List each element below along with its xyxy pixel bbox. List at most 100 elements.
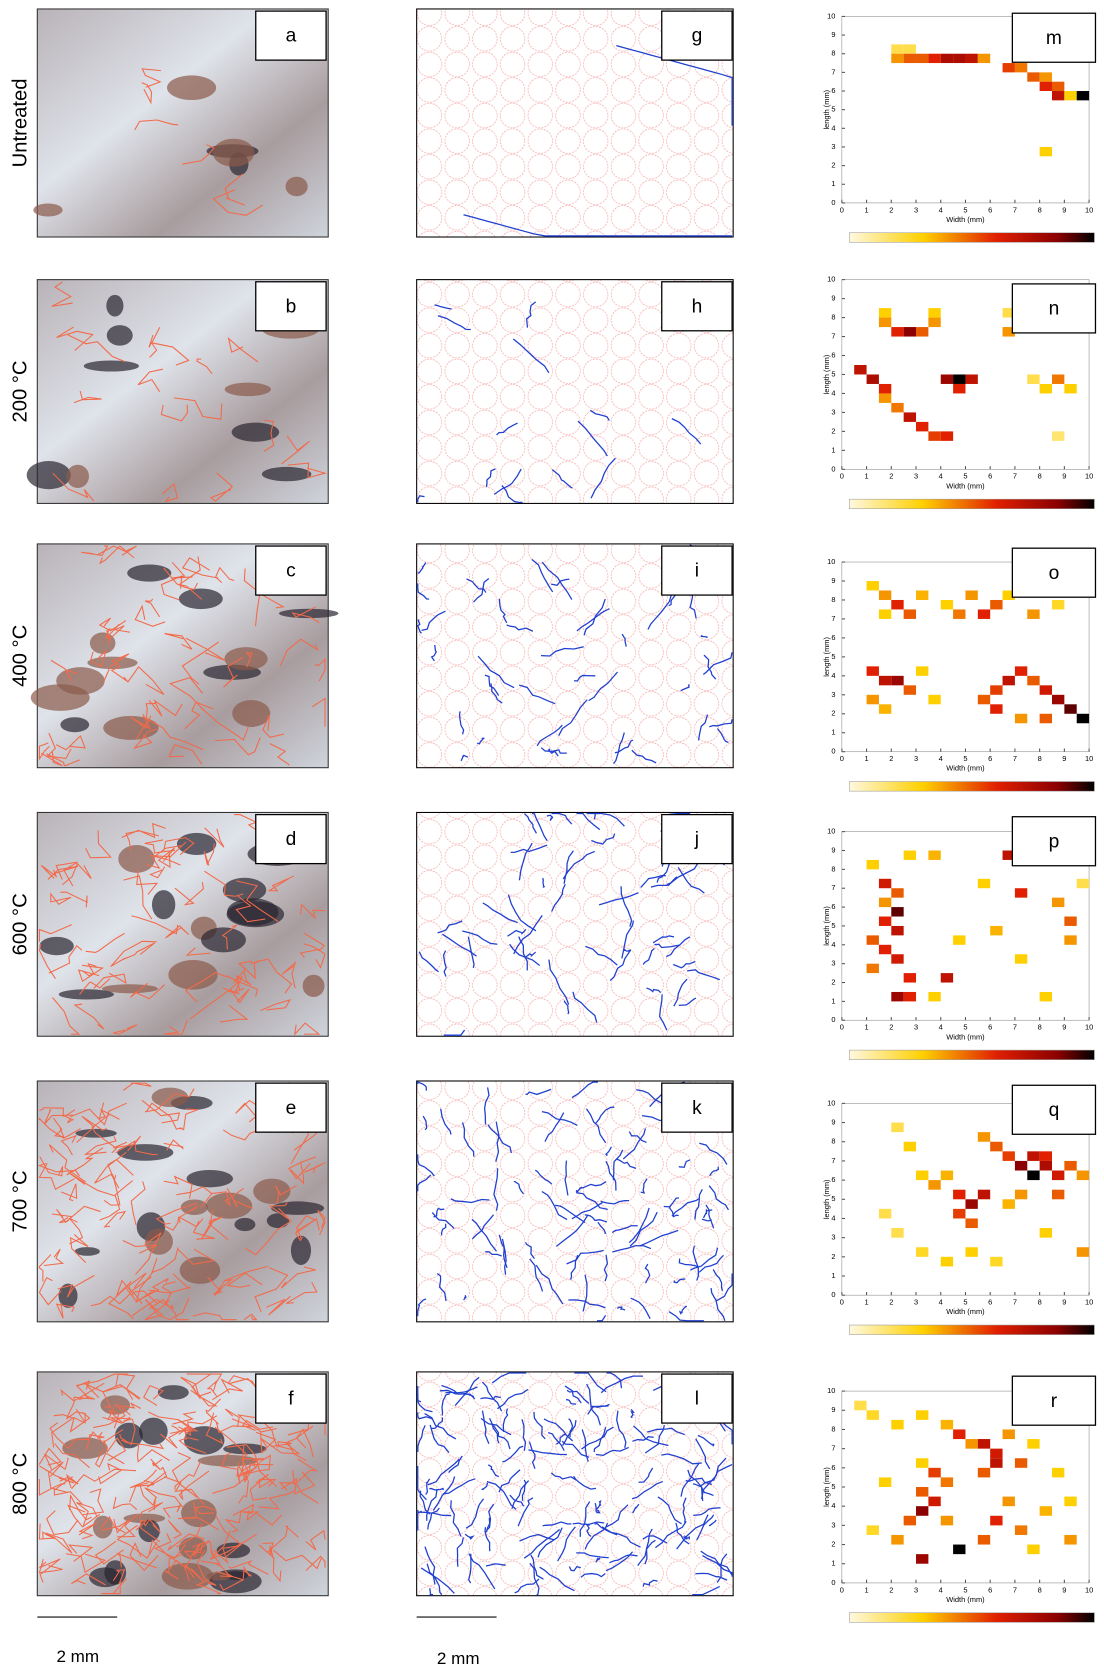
heatmap-cell [1064,704,1076,713]
heatmap-cell [1064,1535,1076,1545]
heatmap-cell [916,1247,928,1257]
x-tick-label: 4 [939,205,943,214]
scale-label: 2 mm [437,1649,480,1668]
heatmap-cell [891,676,903,685]
heatmap-cell [1015,1190,1027,1200]
heatmap-cell [1040,72,1052,81]
y-tick-label: 9 [831,1405,835,1414]
grain [152,1088,189,1107]
x-tick-label: 3 [914,1023,918,1032]
y-tick-label: 9 [831,1118,835,1127]
y-tick-label: 10 [827,1098,835,1107]
grain [227,898,278,926]
y-tick-label: 2 [831,709,835,718]
colorbar [849,1325,1094,1335]
y-tick-label: 8 [831,1137,835,1146]
heatmap-cell [941,1257,953,1267]
heatmap-cell [990,1516,1002,1526]
heatmap-cell [1077,1171,1089,1181]
panel-letter: n [1049,299,1060,320]
panel-letter: m [1046,28,1062,49]
heatmap-cell [904,609,916,618]
x-tick-label: 0 [840,1298,844,1307]
x-tick-label: 5 [963,1023,967,1032]
heatmap-cell [904,44,916,53]
y-tick-label: 5 [831,921,835,930]
heatmap-cell [978,54,990,63]
heatmap-cell [1052,600,1064,609]
x-tick-label: 2 [889,1298,893,1307]
heatmap-cell [953,1209,965,1219]
heatmap-cell [916,1554,928,1564]
grain [225,383,271,397]
y-tick-label: 4 [831,1501,835,1510]
y-axis-label: length (mm) [822,354,831,394]
heatmap-cell [1052,374,1064,383]
grain [234,1218,255,1231]
y-tick-label: 2 [831,161,835,170]
x-tick-label: 10 [1085,472,1093,481]
heatmap-cell [928,1468,940,1478]
heatmap-cell [990,704,1002,713]
grain [198,1455,257,1467]
x-tick-label: 8 [1038,205,1042,214]
y-tick-label: 1 [831,179,835,188]
panel-letter: j [694,829,699,850]
heatmap-cell [1052,898,1064,907]
y-tick-label: 10 [827,1386,835,1395]
grain [66,465,89,488]
heatmap-cell [1003,1429,1015,1439]
x-axis-label: Width (mm) [946,1595,985,1604]
y-tick-label: 9 [831,30,835,39]
x-tick-label: 9 [1062,1023,1066,1032]
x-tick-label: 7 [1013,754,1017,763]
y-tick-label: 3 [831,959,835,968]
heatmap-cell [867,581,879,590]
grain [232,700,270,727]
x-axis-label: Width (mm) [946,764,985,773]
x-tick-label: 0 [840,205,844,214]
x-tick-label: 4 [939,754,943,763]
row-label: 200 °C [10,360,32,422]
heatmap-cell [978,1439,990,1449]
heatmap-cell [891,1535,903,1545]
heatmap-cell [1077,1247,1089,1257]
y-tick-label: 3 [831,1233,835,1242]
heatmap-cell [1040,1506,1052,1516]
heatmap-cell [916,1458,928,1468]
y-tick-label: 5 [831,1482,835,1491]
grain [93,1516,113,1539]
heatmap-cell [928,992,940,1001]
x-axis-label: Width (mm) [946,1307,985,1316]
heatmap-cell [1027,374,1039,383]
panel-letter: c [286,561,296,582]
y-tick-label: 6 [831,633,835,642]
grain [201,927,246,952]
heatmap-cell [978,1132,990,1142]
heatmap-cell [1003,1151,1015,1161]
heatmap-cell [916,54,928,63]
y-tick-label: 2 [831,978,835,987]
heatmap-cell [928,1180,940,1190]
heatmap-cell [1003,676,1015,685]
x-axis-label: Width (mm) [946,215,985,224]
y-tick-label: 2 [831,1540,835,1549]
heatmap-cell [953,1429,965,1439]
x-tick-label: 0 [840,472,844,481]
heatmap-cell [1077,879,1089,888]
heatmap-cell [904,54,916,63]
heatmap-cell [990,1142,1002,1152]
heatmap-cell [904,685,916,694]
heatmap-cell [1052,695,1064,704]
row-label: 800 °C [10,1453,32,1515]
x-tick-label: 10 [1085,1298,1093,1307]
heatmap-cell [1052,82,1064,91]
heatmap-cell [891,327,903,336]
x-tick-label: 5 [963,472,967,481]
heatmap-cell [1027,1439,1039,1449]
heatmap-cell [1077,91,1089,100]
x-tick-label: 8 [1038,1298,1042,1307]
heatmap-cell [1015,1161,1027,1171]
x-tick-label: 7 [1013,205,1017,214]
y-tick-label: 7 [831,1444,835,1453]
